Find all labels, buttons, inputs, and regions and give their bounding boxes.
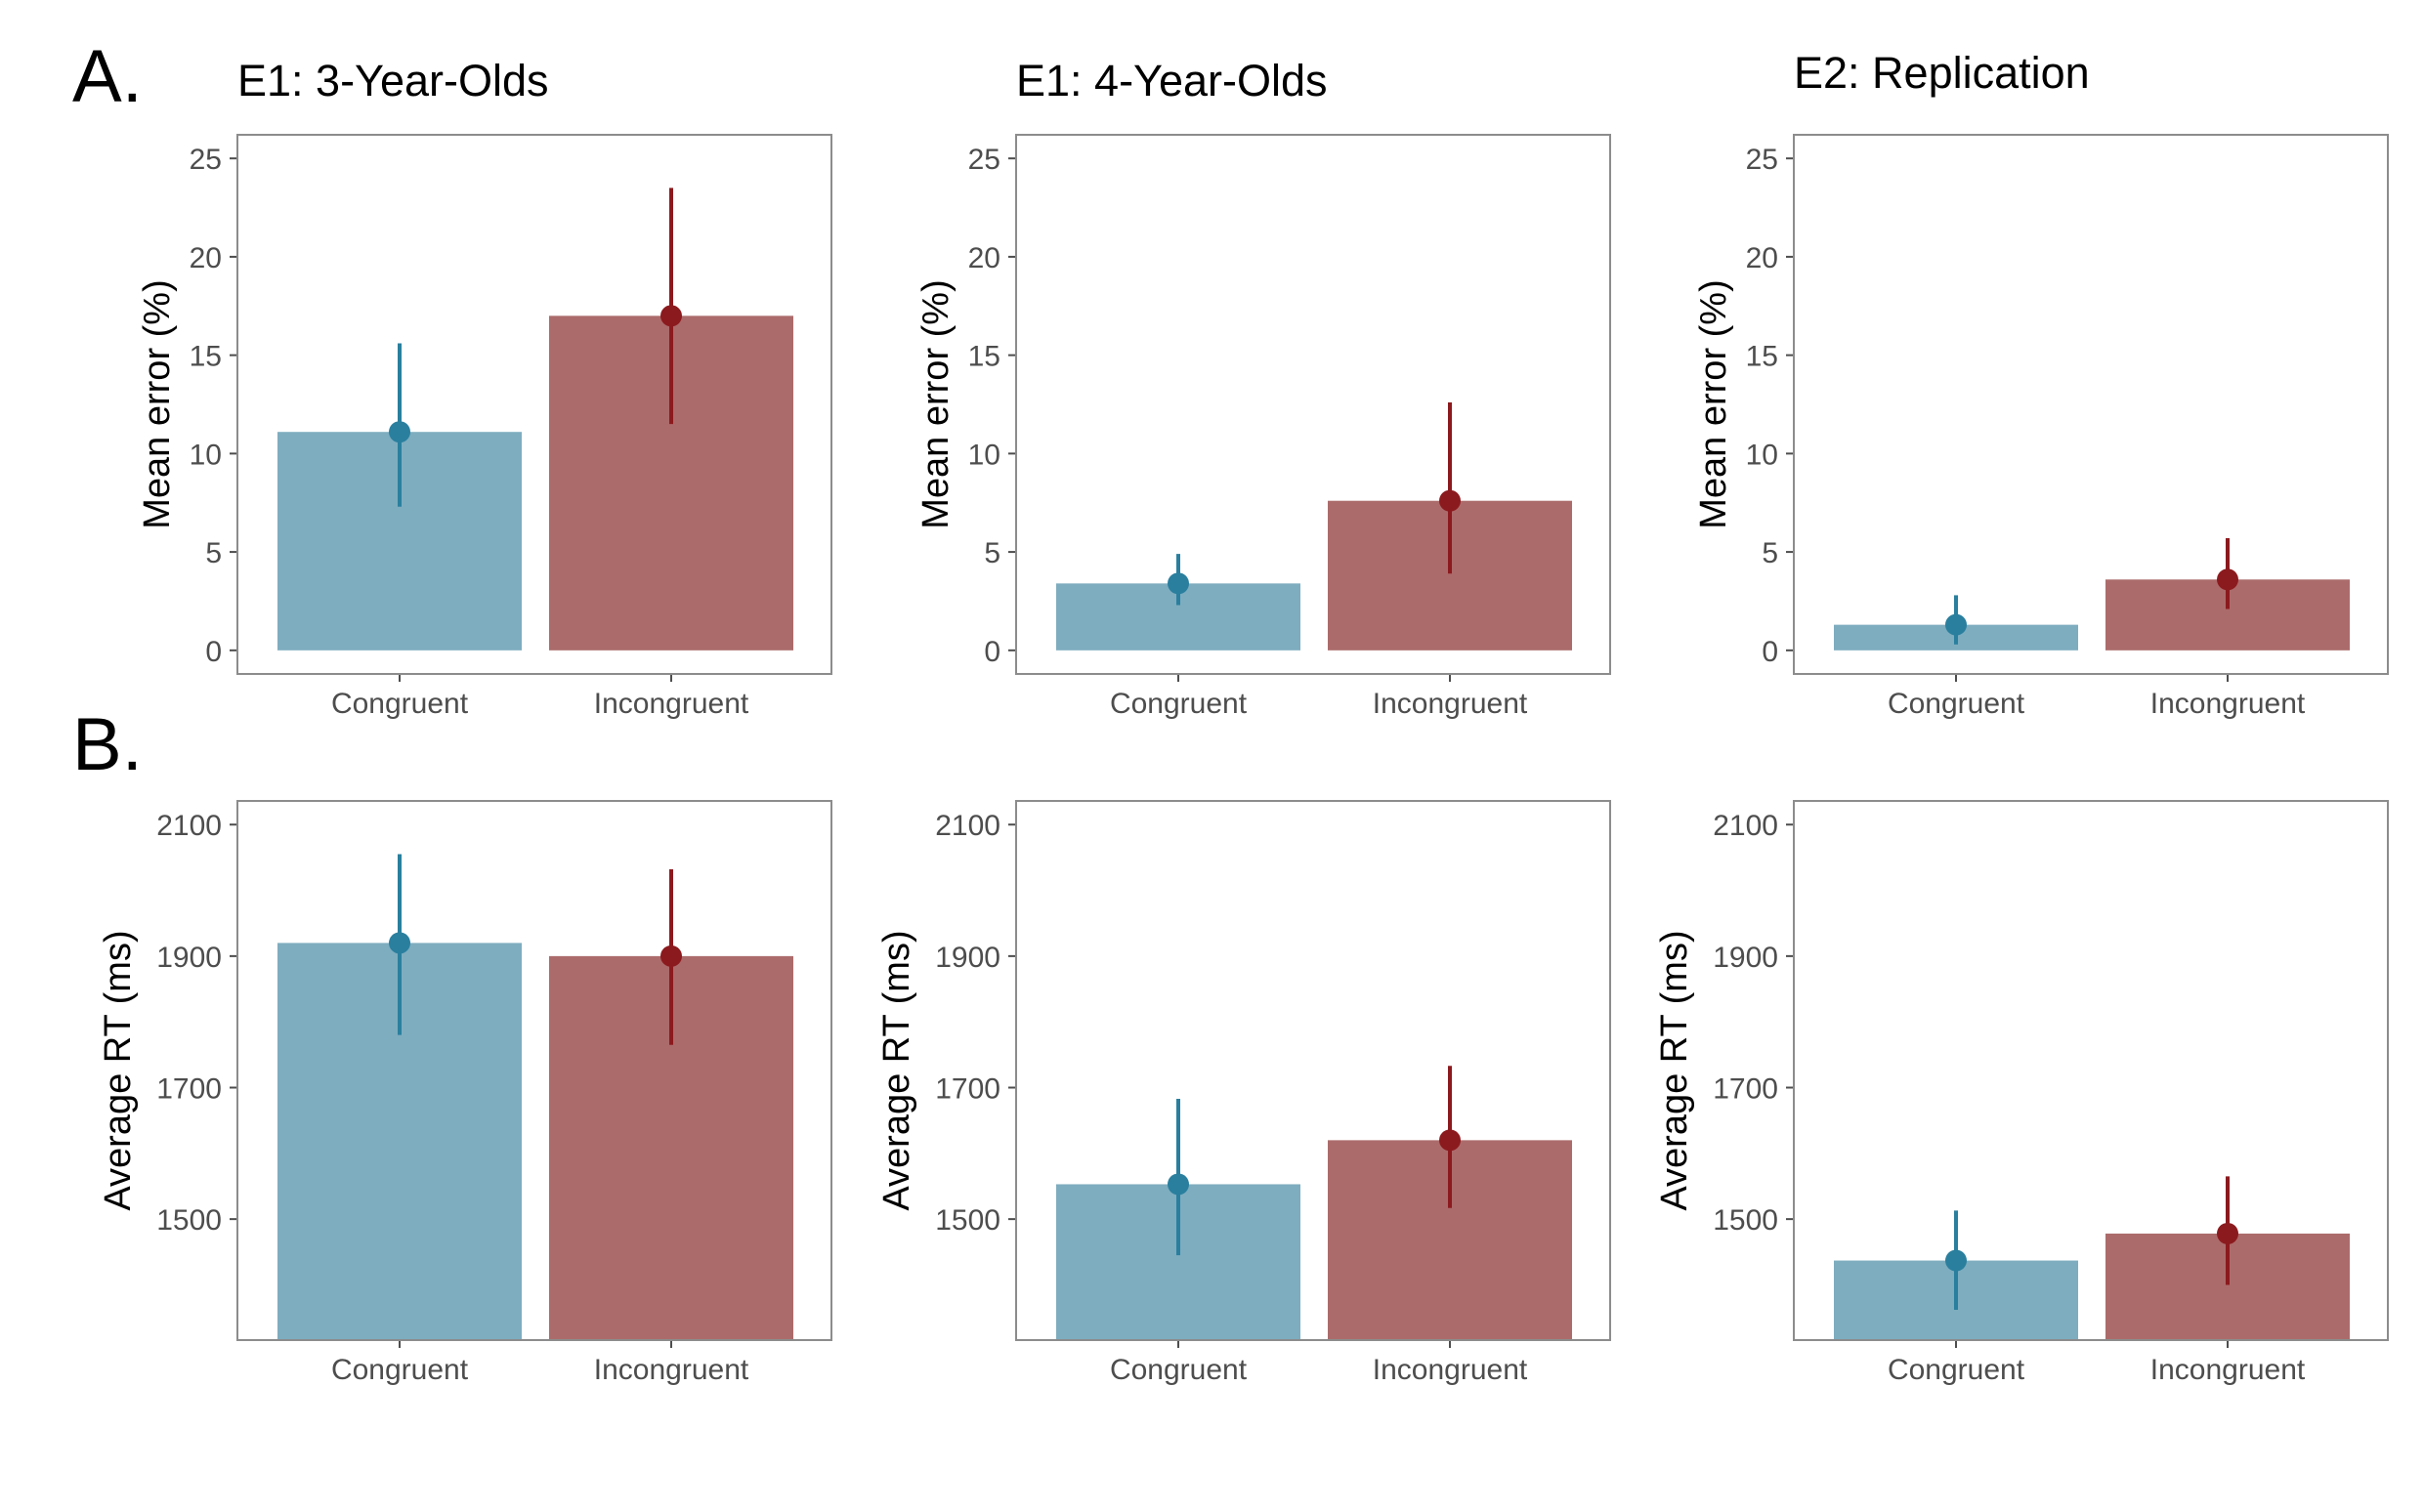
y-tick-label: 25 (190, 144, 222, 176)
y-tick-label: 0 (205, 636, 222, 668)
point-incongruent (660, 945, 682, 967)
y-axis-title: Average RT (ms) (98, 930, 139, 1210)
chart-title: E1: 4-Year-Olds (1016, 56, 1328, 105)
y-axis-title: Mean error (%) (1693, 279, 1734, 529)
y-tick-label: 1500 (156, 1204, 222, 1237)
x-tick-label-incongruent: Incongruent (1373, 1354, 1528, 1386)
y-tick-label: 1500 (935, 1204, 1000, 1237)
point-incongruent (1439, 489, 1461, 512)
y-tick-label: 1700 (1713, 1073, 1778, 1106)
y-axis-title: Mean error (%) (915, 279, 957, 529)
chart-e2-replication-rt: 1500 1700 1900 2100 Average RT (ms) Congruent… (1654, 800, 2389, 1386)
y-tick-label: 2100 (156, 810, 222, 842)
y-tick-label: 10 (190, 439, 222, 471)
y-tick-label: 1900 (1713, 942, 1778, 974)
y-tick-label: 5 (984, 537, 1000, 569)
chart-e1-4-year-olds-error: E1: 4-Year-Olds 0 5 10 15 20 25 Mean error (%) C… (915, 56, 1611, 720)
point-incongruent (660, 305, 682, 327)
y-tick-label: 10 (1746, 439, 1778, 471)
y-tick-label: 15 (1746, 341, 1778, 373)
chart-e1-3-year-olds-rt: 1500 1700 1900 2100 Average RT (ms) Congruent… (98, 800, 832, 1386)
x-tick-label-congruent: Congruent (331, 688, 469, 720)
x-tick-label-congruent: Congruent (331, 1354, 469, 1386)
x-tick-label-incongruent: Incongruent (594, 1354, 749, 1386)
chart-e1-3-year-olds-error: E1: 3-Year-Olds 0 5 10 15 20 25 Mean error (%) C… (137, 56, 832, 720)
plot-frame (1793, 134, 2389, 675)
y-tick-label: 0 (1762, 636, 1778, 668)
y-tick-label: 25 (1746, 144, 1778, 176)
x-tick-label-incongruent: Incongruent (594, 688, 749, 720)
point-incongruent (1439, 1129, 1461, 1152)
point-incongruent (2217, 568, 2238, 591)
y-tick-label: 25 (968, 144, 1000, 176)
y-axis-title: Average RT (ms) (1654, 930, 1695, 1210)
chart-e2-replication-error: E2: Replication 0 5 10 15 20 25 Mean error (%) C… (1693, 48, 2389, 720)
y-tick-label: 15 (968, 341, 1000, 373)
point-congruent (1168, 572, 1189, 595)
y-tick-label: 2100 (1713, 810, 1778, 842)
plot-frame (1015, 800, 1611, 1341)
point-congruent (389, 421, 410, 443)
x-tick-label-congruent: Congruent (1110, 1354, 1248, 1386)
y-axis-title: Mean error (%) (137, 279, 178, 529)
point-congruent (1168, 1173, 1189, 1196)
x-tick-label-incongruent: Incongruent (2150, 688, 2306, 720)
x-tick-label-incongruent: Incongruent (2150, 1354, 2306, 1386)
y-tick-label: 20 (190, 242, 222, 274)
plot-frame (236, 800, 832, 1341)
panel-label-a: A. (72, 35, 143, 118)
y-tick-label: 1900 (935, 942, 1000, 974)
x-tick-label-congruent: Congruent (1888, 1354, 2025, 1386)
x-tick-label-congruent: Congruent (1888, 688, 2025, 720)
y-tick-label: 1700 (935, 1073, 1000, 1106)
y-tick-label: 10 (968, 439, 1000, 471)
y-axis-title: Average RT (ms) (876, 930, 917, 1210)
chart-title: E1: 3-Year-Olds (237, 56, 549, 105)
y-tick-label: 5 (205, 537, 222, 569)
y-tick-label: 5 (1762, 537, 1778, 569)
y-tick-label: 0 (984, 636, 1000, 668)
plot-frame (1793, 800, 2389, 1341)
y-tick-label: 1700 (156, 1073, 222, 1106)
chart-title: E2: Replication (1794, 48, 2090, 98)
point-congruent (1945, 1249, 1967, 1272)
y-tick-label: 1900 (156, 942, 222, 974)
y-tick-label: 20 (968, 242, 1000, 274)
plot-frame (1015, 134, 1611, 675)
y-tick-label: 20 (1746, 242, 1778, 274)
x-tick-label-incongruent: Incongruent (1373, 688, 1528, 720)
x-tick-label-congruent: Congruent (1110, 688, 1248, 720)
y-tick-label: 2100 (935, 810, 1000, 842)
chart-e1-4-year-olds-rt: 1500 1700 1900 2100 Average RT (ms) Congruent… (876, 800, 1611, 1386)
point-congruent (389, 932, 410, 954)
point-incongruent (2217, 1222, 2238, 1244)
panel-label-b: B. (72, 703, 143, 786)
y-tick-label: 1500 (1713, 1204, 1778, 1237)
point-congruent (1945, 613, 1967, 636)
y-tick-label: 15 (190, 341, 222, 373)
plot-frame (236, 134, 832, 675)
